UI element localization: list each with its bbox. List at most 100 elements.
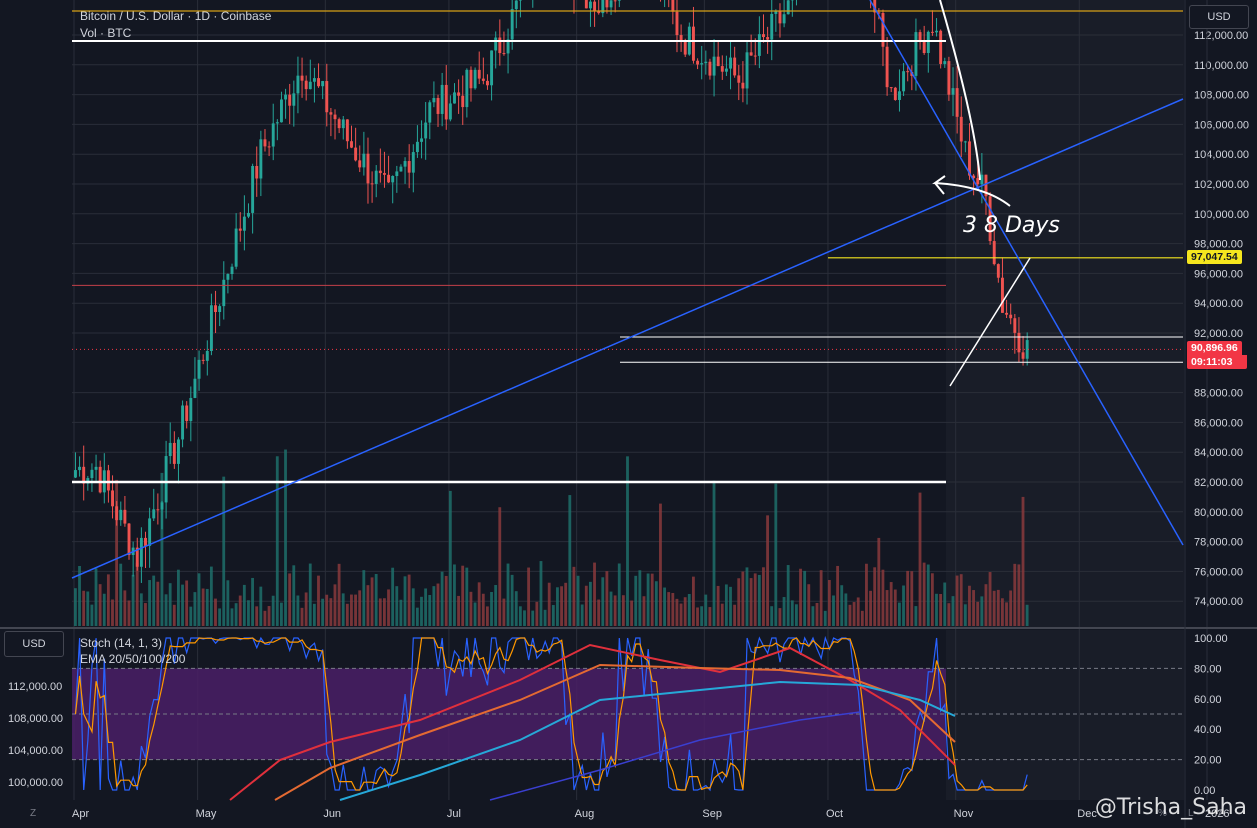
- candle-body: [601, 0, 605, 14]
- percent-icon[interactable]: %: [1158, 808, 1167, 819]
- log-icon[interactable]: L: [1188, 808, 1194, 819]
- volume-bar: [518, 606, 522, 626]
- volume-bar: [477, 582, 481, 626]
- volume-bar: [1009, 590, 1013, 626]
- volume-bar: [329, 598, 333, 626]
- volume-bar: [506, 563, 510, 626]
- volume-bar: [724, 584, 728, 626]
- candle-body: [514, 0, 518, 10]
- volume-bar: [762, 567, 765, 626]
- candle-body: [115, 506, 119, 521]
- candle-body: [766, 37, 770, 40]
- candle-body: [473, 69, 477, 89]
- volume-bar: [531, 610, 535, 626]
- volume-bar: [663, 587, 666, 626]
- volume-bar: [774, 483, 778, 626]
- candle-body: [209, 305, 213, 351]
- volume-bar: [943, 582, 947, 626]
- candle-body: [1013, 318, 1017, 333]
- candle-body: [172, 442, 176, 464]
- volume-bar: [337, 563, 341, 626]
- z-icon[interactable]: Z: [30, 808, 37, 819]
- candle-body: [189, 397, 193, 422]
- price-tick-label: 104,000.00: [1194, 149, 1249, 161]
- currency-button[interactable]: USD: [1189, 5, 1249, 29]
- volume-bar: [605, 571, 609, 626]
- candle-body: [461, 95, 465, 108]
- volume-bar: [650, 573, 654, 626]
- volume-bar: [345, 603, 349, 626]
- time-tick-label: Nov: [954, 808, 974, 820]
- ema-label[interactable]: EMA 20/50/100/200: [80, 652, 186, 666]
- volume-bar: [972, 590, 975, 626]
- volume-bar: [687, 594, 691, 626]
- candle-body: [955, 88, 959, 117]
- candle-body: [185, 405, 189, 422]
- volume-bar: [514, 591, 518, 626]
- volume-bar: [317, 575, 320, 626]
- volume-bar: [935, 593, 938, 626]
- candle-body: [885, 46, 889, 88]
- volume-bar: [407, 574, 411, 626]
- volume-bar: [601, 577, 605, 626]
- volume-bar: [547, 582, 551, 626]
- volume-bar: [366, 585, 370, 626]
- volume-bar: [168, 583, 172, 626]
- volume-bar: [795, 604, 798, 626]
- volume-bar: [844, 593, 848, 626]
- price-tick-label: 80,000.00: [1194, 507, 1243, 519]
- volume-bar: [428, 595, 432, 626]
- volume-bar: [420, 596, 423, 626]
- candle-body: [74, 470, 77, 478]
- candle-body: [481, 78, 485, 81]
- candle-body: [733, 57, 737, 76]
- volume-bar: [580, 604, 584, 626]
- volume-bar: [918, 492, 922, 626]
- volume-bar: [848, 604, 852, 626]
- candle-body: [671, 0, 675, 12]
- auto-scale-icon[interactable]: A: [1218, 808, 1225, 819]
- candle-body: [259, 139, 263, 179]
- candle-body: [947, 61, 951, 95]
- volume-bar: [411, 588, 415, 626]
- volume-bar: [877, 537, 881, 626]
- candle-body: [275, 122, 279, 124]
- volume-bar: [642, 596, 646, 626]
- candle-body: [325, 81, 329, 113]
- volume-bar: [234, 603, 238, 626]
- candle-body: [205, 350, 209, 361]
- candle-body: [753, 55, 757, 57]
- candle-body: [403, 161, 407, 167]
- candle-body: [181, 405, 185, 440]
- volume-bar: [86, 591, 90, 626]
- volume-bar: [840, 585, 844, 626]
- candle-body: [494, 37, 498, 51]
- time-tick-label: 2026: [1205, 808, 1229, 820]
- candle-body: [345, 119, 349, 142]
- volume-bar: [387, 589, 390, 626]
- price-tick-label: 112,000.00: [1194, 30, 1248, 42]
- volume-bar: [646, 573, 650, 626]
- candle-body: [123, 509, 127, 524]
- candle-body: [692, 26, 695, 61]
- candle-body: [898, 91, 901, 100]
- left-currency-button[interactable]: USD: [4, 631, 64, 657]
- volume-bar: [741, 571, 745, 626]
- volume-bar: [939, 593, 943, 626]
- osc-tick-label: 20.00: [1194, 755, 1222, 767]
- volume-bar: [383, 598, 386, 626]
- stoch-label[interactable]: Stoch (14, 1, 3): [80, 636, 163, 650]
- candle-body: [959, 116, 963, 142]
- volume-bar: [325, 594, 329, 626]
- ema-axis-label: 108,000.00: [8, 713, 63, 725]
- candle-body: [428, 102, 432, 123]
- candle-body: [762, 34, 765, 38]
- volume-bar: [790, 600, 794, 626]
- candle-body: [292, 93, 296, 106]
- candle-body: [271, 123, 275, 147]
- volume-bar: [856, 597, 860, 626]
- volume-bar: [811, 606, 815, 626]
- candle-body: [593, 1, 597, 12]
- candle-body: [729, 57, 732, 69]
